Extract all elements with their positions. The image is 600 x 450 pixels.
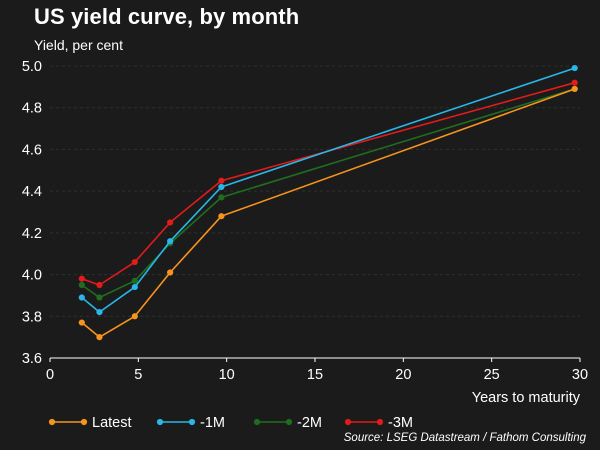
legend-label-3m: -3M [388,415,413,431]
legend-label-2m: -2M [297,415,322,431]
series-line-2m [81,88,575,299]
legend-marker-2m [253,418,261,426]
y-tick-label: 3.8 [22,309,42,325]
data-point-latest [96,334,103,341]
data-point-1m [218,183,225,191]
y-tick-label: 4.4 [22,184,42,200]
x-tick-label: 5 [134,367,142,383]
chart-title: US yield curve, by month [34,4,300,29]
x-tick-label: 15 [307,367,323,383]
legend-label-latest: Latest [92,415,132,431]
data-point-1m [131,283,138,291]
data-point-3m [78,275,85,282]
data-point-1m [78,294,85,301]
x-tick-label: 0 [46,367,54,383]
legend-marker-latest [80,418,88,426]
data-point-1m [571,64,578,72]
legend-marker-latest [48,418,56,426]
source-note: Source: LSEG Datastream / Fathom Consult… [343,432,586,444]
x-tick-label: 25 [484,367,500,383]
data-point-2m [131,277,138,284]
data-point-1m [96,309,103,316]
y-tick-label: 4.6 [22,142,42,158]
data-point-2m [78,281,85,289]
y-tick-label: 4.8 [22,101,42,117]
data-point-2m [96,294,103,301]
legend-marker-1m [188,418,196,426]
x-tick-label: 30 [572,367,588,383]
data-point-latest [131,313,138,320]
legend-marker-3m [344,418,352,426]
data-point-latest [571,85,578,93]
data-point-3m [167,219,174,226]
y-tick-label: 5.0 [22,59,42,75]
series-line-1m [81,67,575,313]
y-tick-label: 4.2 [22,226,42,242]
data-point-1m [167,238,174,245]
series-line-latest [81,88,575,338]
data-point-3m [571,79,578,86]
data-point-latest [78,319,85,326]
data-point-2m [218,194,225,201]
chart-subtitle: Yield, per cent [34,37,123,53]
legend-label-1m: -1M [200,415,225,431]
x-tick-label: 20 [395,367,411,383]
y-tick-label: 3.6 [22,351,42,367]
data-point-3m [96,281,103,289]
x-axis-title: Years to maturity [472,390,581,406]
legend-marker-1m [156,418,164,426]
legend-marker-3m [376,418,384,426]
data-point-3m [218,177,225,184]
data-point-latest [218,213,225,220]
series-line-3m [81,81,575,286]
legend-marker-2m [285,418,293,426]
x-tick-label: 10 [219,367,235,383]
data-point-3m [131,258,138,266]
y-tick-label: 4.0 [22,268,42,284]
data-point-latest [167,269,174,276]
